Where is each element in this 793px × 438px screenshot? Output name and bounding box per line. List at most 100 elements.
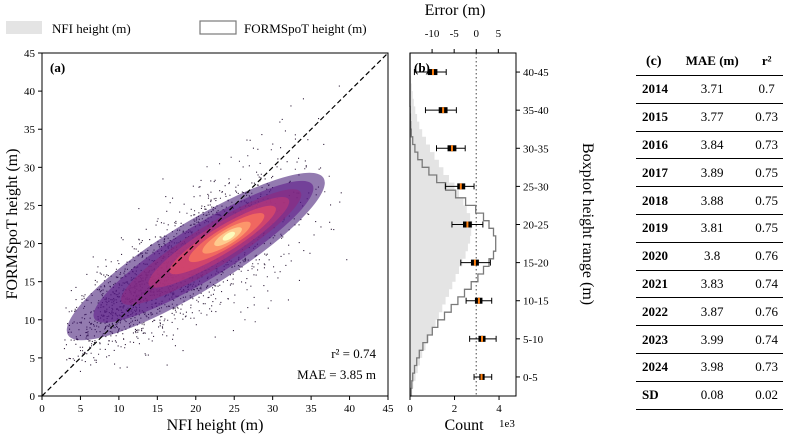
density-overlay xyxy=(66,172,325,341)
range-tick-label: 30-35 xyxy=(523,143,549,155)
range-tick-label: 25-30 xyxy=(523,181,549,193)
panel-a-x-title: NFI height (m) xyxy=(167,417,264,434)
y-tick-label: 30 xyxy=(24,162,36,174)
x-tick-label: 30 xyxy=(267,403,279,415)
range-tick-label: 0-5 xyxy=(523,372,538,384)
legend-formspot-label: FORMSpoT height (m) xyxy=(244,21,367,36)
count-tick-label: 0 xyxy=(407,403,413,415)
legend: NFI height (m) FORMSpoT height (m) xyxy=(6,20,367,36)
density-contour xyxy=(222,231,236,241)
x-tick-label: 10 xyxy=(113,403,125,415)
stats-table: MAE (m) r² 2014 3.71 0.7 2015 3.77 0.73 2016 3.… xyxy=(636,47,783,410)
r2-cell: 0.73 xyxy=(750,102,783,132)
year-cell: 2015 xyxy=(636,102,674,132)
error-tick-label: -10 xyxy=(425,28,440,40)
panel-a-y-title: FORMSpoT height (m) xyxy=(4,149,21,300)
boxplot-35-40 xyxy=(424,107,457,114)
r2-cell: 0.74 xyxy=(750,269,783,298)
y-tick-label: 40 xyxy=(24,86,36,98)
y-tick-label: 35 xyxy=(24,124,36,136)
mae-cell: 3.99 xyxy=(674,325,751,354)
panel-c-label: (c) xyxy=(646,54,662,69)
y-tick-label: 0 xyxy=(30,391,36,403)
error-axis-title: Error (m) xyxy=(425,2,486,19)
r2-cell: 0.76 xyxy=(750,297,783,326)
year-cell: 2017 xyxy=(636,158,674,187)
legend-formspot-swatch xyxy=(199,20,237,35)
count-multiplier: 1e3 xyxy=(499,418,515,430)
nfi-histogram xyxy=(410,53,473,396)
boxplot-15-20 xyxy=(460,259,491,266)
count-tick-label: 2 xyxy=(452,403,458,415)
y-tick-label: 20 xyxy=(24,239,36,251)
x-tick-label: 40 xyxy=(344,403,356,415)
table-row: 2014 3.71 0.7 xyxy=(636,75,783,104)
x-tick-label: 35 xyxy=(306,403,318,415)
mae-cell: 3.87 xyxy=(674,297,751,326)
x-tick-label: 25 xyxy=(229,403,241,415)
panel-b: -10 -5 0 5 0 2 4 0-5 5-10 10-15 15-20 20-25 25-30 3… xyxy=(407,2,596,434)
table-header-row: MAE (m) r² xyxy=(636,47,783,76)
count-tick-label: 4 xyxy=(496,403,502,415)
table-row: SD 0.08 0.02 xyxy=(636,380,783,410)
r2-cell: 0.75 xyxy=(750,158,783,187)
year-cell: 2024 xyxy=(636,352,674,382)
year-cell: 2019 xyxy=(636,213,674,243)
legend-nfi-swatch xyxy=(6,21,42,34)
r2-annotation: r² = 0.74 xyxy=(331,346,376,361)
range-tick-label: 10-15 xyxy=(523,296,549,308)
y-tick-label: 10 xyxy=(24,315,36,327)
panel-a: 0 5 10 15 20 25 30 35 40 45 0 5 10 15 20 25 30 35 40 45 (a… xyxy=(4,48,394,434)
panel-b-bottom-ticks: 0 2 4 xyxy=(407,396,502,415)
range-tick-label: 20-25 xyxy=(523,220,549,232)
mae-cell: 0.08 xyxy=(674,380,751,410)
mae-cell: 3.89 xyxy=(674,158,751,187)
r2-cell: 0.75 xyxy=(750,186,783,215)
y-tick-label: 15 xyxy=(24,277,36,289)
year-cell: 2023 xyxy=(636,325,674,354)
x-tick-label: 20 xyxy=(190,403,202,415)
y-tick-label: 45 xyxy=(24,48,36,60)
r2-cell: 0.76 xyxy=(750,241,783,271)
error-tick-label: 5 xyxy=(496,28,502,40)
mae-cell: 3.88 xyxy=(674,186,751,215)
one-to-one-line xyxy=(42,53,388,396)
panel-a-label: (a) xyxy=(50,60,65,75)
range-axis-title: Boxplot height range (m) xyxy=(579,143,596,305)
year-cell: 2020 xyxy=(636,241,674,271)
year-cell: 2022 xyxy=(636,297,674,326)
table-row: 2023 3.99 0.74 xyxy=(636,325,783,354)
r2-cell: 0.73 xyxy=(750,352,783,382)
table-row: 2020 3.8 0.76 xyxy=(636,241,783,271)
year-cell: 2014 xyxy=(636,75,674,104)
table-header-r2: r² xyxy=(761,53,772,68)
formspot-histogram xyxy=(409,53,497,397)
year-cell: 2021 xyxy=(636,269,674,298)
table-header-blank xyxy=(636,47,674,76)
mae-cell: 3.84 xyxy=(674,130,751,159)
x-tick-label: 45 xyxy=(383,403,395,415)
r2-cell: 0.7 xyxy=(750,75,783,104)
x-tick-label: 0 xyxy=(39,403,45,415)
boxplots xyxy=(413,69,497,380)
boxplot-20-25 xyxy=(451,221,484,228)
panel-a-y-ticks: 0 5 10 15 20 25 30 35 40 45 xyxy=(24,48,42,403)
legend-nfi-label: NFI height (m) xyxy=(52,21,131,36)
boxplot-0-5 xyxy=(473,373,493,380)
panel-a-x-ticks: 0 5 10 15 20 25 30 35 40 45 xyxy=(39,396,394,415)
boxplot-25-30 xyxy=(444,183,475,190)
panel-b-right-ticks: 0-5 5-10 10-15 15-20 20-25 25-30 30-35 35-40 40-… xyxy=(516,67,549,384)
boxplot-40-45 xyxy=(413,69,447,76)
r2-cell: 0.02 xyxy=(750,380,783,410)
r2-cell: 0.73 xyxy=(750,130,783,159)
r2-cell: 0.74 xyxy=(750,325,783,354)
table-row: 2019 3.81 0.75 xyxy=(636,213,783,243)
year-cell: 2016 xyxy=(636,130,674,159)
table-body: 2014 3.71 0.7 2015 3.77 0.73 2016 3.84 0.73 2017 3… xyxy=(636,75,783,410)
mae-cell: 3.77 xyxy=(674,102,751,132)
mae-cell: 3.98 xyxy=(674,352,751,382)
table-header-mae: MAE (m) xyxy=(685,53,739,68)
table-row: 2024 3.98 0.73 xyxy=(636,352,783,382)
table-row: 2017 3.89 0.75 xyxy=(636,158,783,187)
